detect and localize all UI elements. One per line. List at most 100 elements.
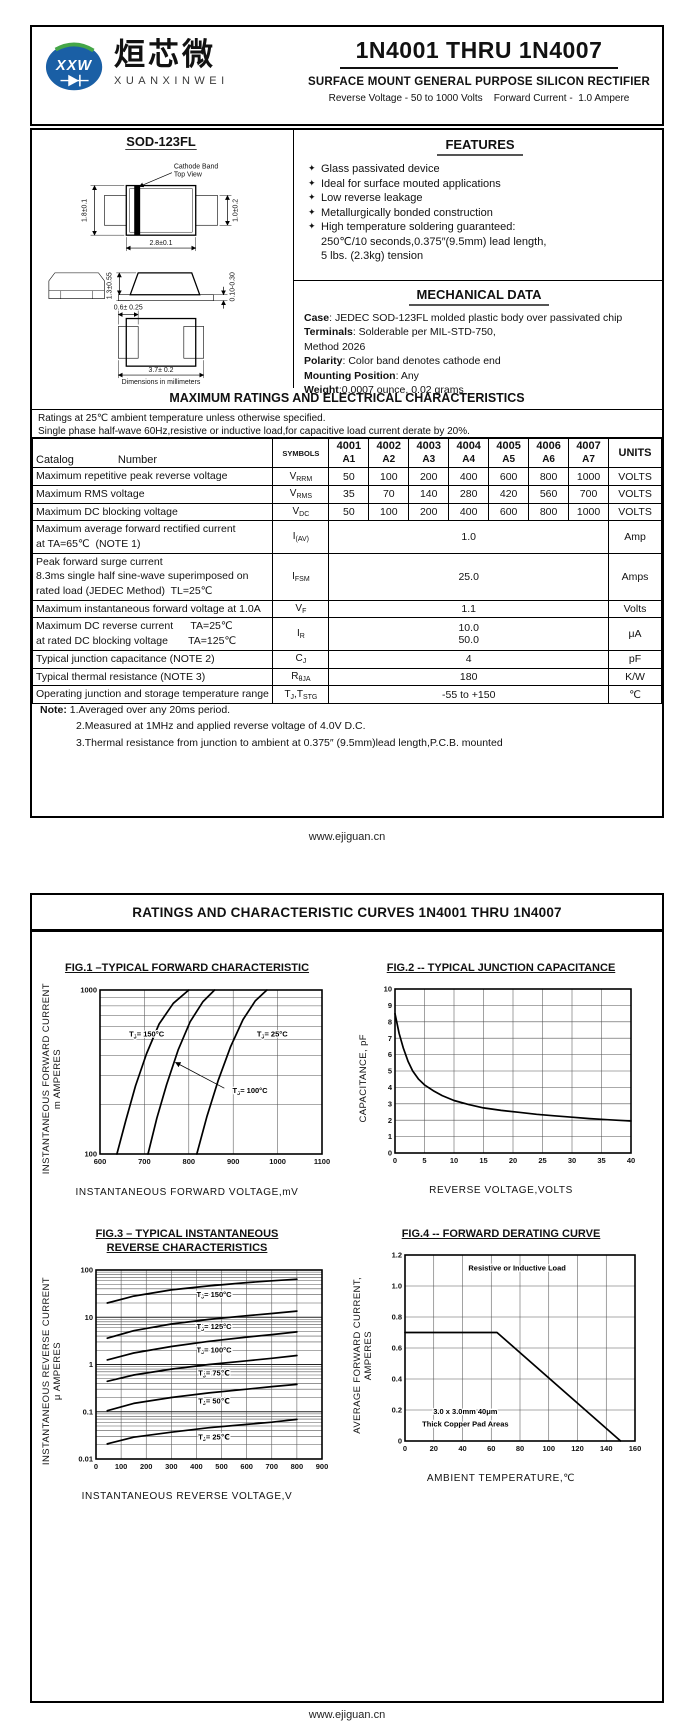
svg-text:300: 300 [165,1462,178,1471]
note-line: 2.Measured at 1MHz and applied reverse v… [76,720,366,733]
svg-text:1.2: 1.2 [391,1251,401,1260]
svg-text:600: 600 [240,1462,253,1471]
fig3-title: FIG.3 – TYPICAL INSTANTANEOUS REVERSE CH… [95,1228,279,1255]
features-section: FEATURES ✦ Glass passivated device ✦ Ideal … [294,130,662,280]
value-cell: 100 [368,502,410,522]
features-list: ✦ Glass passivated device ✦ Ideal for surfa… [308,162,652,264]
fig2: FIG.2 -- TYPICAL JUNCTION CAPACITANCE CA… [344,961,658,1196]
svg-text:0: 0 [398,1437,402,1446]
dim-profile-height: 1.3±0.55 [106,272,113,299]
svg-text:0.01: 0.01 [78,1454,93,1463]
company-logo-icon: XXW [45,42,103,91]
units-header: UNITS [608,437,662,469]
svg-text:600: 600 [94,1157,107,1166]
svg-text:900: 900 [227,1157,240,1166]
value-cell-span: 4 [328,649,610,669]
part-column-header: 4003 A3 [408,437,450,469]
mechanical-line: Terminals: Solderable per MIL-STD-750, [304,326,496,339]
value-cell: 800 [528,467,570,486]
package-drawing-panel: SOD-123FL Cathode Band Top View 1.8±0.1 … [32,130,294,388]
svg-text:160: 160 [629,1444,642,1453]
svg-text:1000: 1000 [80,986,97,995]
table-row: Operating junction and storage temperatu… [31,685,662,704]
mechanical-line: Case: JEDEC SOD-123FL molded plastic bod… [304,312,623,324]
part-column-header: 4007 A7 [568,437,610,469]
svg-text:40: 40 [627,1156,635,1165]
chart-curve [106,1277,298,1304]
svg-text:0: 0 [403,1444,407,1453]
svg-text:120: 120 [571,1444,584,1453]
mechanical-line: Weight:0.0007 ounce, 0.02 grams [304,384,464,397]
mechanical-line: Mounting Position: Any [304,369,419,382]
fig4-y-axis-label: AVERAGE FORWARD CURRENT, AMPERES [352,1277,375,1434]
svg-text:0.4: 0.4 [391,1375,402,1384]
parameter-label-cell: Maximum DC blocking voltage [31,502,274,522]
svg-text:20: 20 [509,1156,517,1165]
chart-annotation: TJ= 125°C [196,1322,232,1333]
diode-symbol-icon [68,74,79,87]
chart-annotation: TJ= 150°C [196,1289,232,1300]
ratings-conditions: Ratings at 25℃ ambient temperature unles… [32,410,662,438]
fig3-plot: 0 100 200 300 400 500 600 700 800 900 0.01 0.1 1 10 10… [78,1265,329,1471]
chart-annotation: TJ= 25℃ [198,1432,230,1443]
svg-text:40: 40 [458,1444,466,1453]
svg-text:100: 100 [115,1462,128,1471]
package-caption: Dimensions in millimeters [122,379,201,386]
symbol-cell: VRRM [272,467,330,486]
chart-annotation: TJ= 75℃ [198,1368,230,1379]
svg-text:3: 3 [388,1100,392,1109]
fig2-x-axis-label: REVERSE VOLTAGE,VOLTS [429,1185,573,1197]
dim-body-width: 2.8±0.1 [149,240,172,247]
value-cell-span: 25.0 [328,552,610,601]
features-heading: FEATURES [437,137,523,156]
svg-text:10: 10 [450,1156,458,1165]
fig1-y-axis-label: INSTANTANEOUS FORWARD CURRENT m AMPERES [41,983,64,1174]
feature-bullet-icon: ✦ [308,221,316,232]
feature-item: ✦ Metallurgically bonded construction [308,206,652,221]
value-cell: 140 [408,484,450,504]
chart-annotation: TJ= 25°C [257,1029,288,1040]
svg-text:100: 100 [542,1444,555,1453]
value-cell: 600 [488,467,530,486]
feature-text: Glass passivated device [321,163,440,175]
feature-bullet-icon: ✦ [308,206,316,217]
fig1-x-axis-label: INSTANTANEOUS FORWARD VOLTAGE,mV [75,1186,299,1198]
mechanical-line: Polarity: Color band denotes cathode end [304,355,501,368]
svg-text:5: 5 [388,1067,392,1076]
part-column-header: 4006 A6 [528,437,570,469]
mechanical-line: Method 2026 [304,340,366,353]
cathode-band-label-2: Top View [174,172,203,179]
device-subtitle: SURFACE MOUNT GENERAL PURPOSE SILICON RE… [307,76,651,88]
chart-curve [106,1418,298,1445]
value-cell-span: -55 to +150 [328,685,610,704]
chart-curve [195,989,268,1155]
ratings-condition-1: Ratings at 25℃ ambient temperature unles… [38,413,326,424]
chart-annotation: TJ= 50℃ [198,1396,230,1407]
svg-text:400: 400 [190,1462,203,1471]
value-cell: 600 [488,502,530,522]
table-row: Typical junction capacitance (NOTE 2) CJ 4… [31,649,662,669]
part-number-range: 1N4001 THRU 1N4007 [339,37,619,69]
svg-text:1000: 1000 [269,1157,286,1166]
svg-text:35: 35 [598,1156,606,1165]
svg-text:100: 100 [80,1265,93,1274]
svg-text:100: 100 [84,1150,97,1159]
table-row: Maximum instantaneous forward voltage at… [31,599,662,619]
parameter-label-cell: Maximum instantaneous forward voltage at… [31,599,274,619]
svg-text:4: 4 [388,1083,393,1092]
feature-bullet-icon: ✦ [308,163,316,173]
svg-text:1: 1 [89,1360,93,1369]
brand-name-cn: 烜芯微 [114,37,216,72]
svg-text:900: 900 [316,1462,329,1471]
brand-logo: XXW 烜芯微 XUANXINWEI [44,37,229,95]
feature-item: ✦ Ideal for surface mouted applications [308,177,652,192]
y-axis-label-line: μ AMPERES [52,1342,63,1401]
svg-text:15: 15 [480,1156,488,1165]
fig1-plot: 600 700 800 900 1000 1100 100 1000 TJ= 150°C TJ= … [80,986,330,1166]
svg-text:0: 0 [393,1156,397,1165]
unit-cell: ℃ [608,685,662,704]
feature-item: ✦ Low reverse leakage [308,191,652,206]
value-cell-span: 10.0 50.0 [328,617,610,651]
parameter-label-cell: Maximum repetitive peak reverse voltage [31,467,274,486]
feature-bullet-icon: ✦ [308,192,316,203]
